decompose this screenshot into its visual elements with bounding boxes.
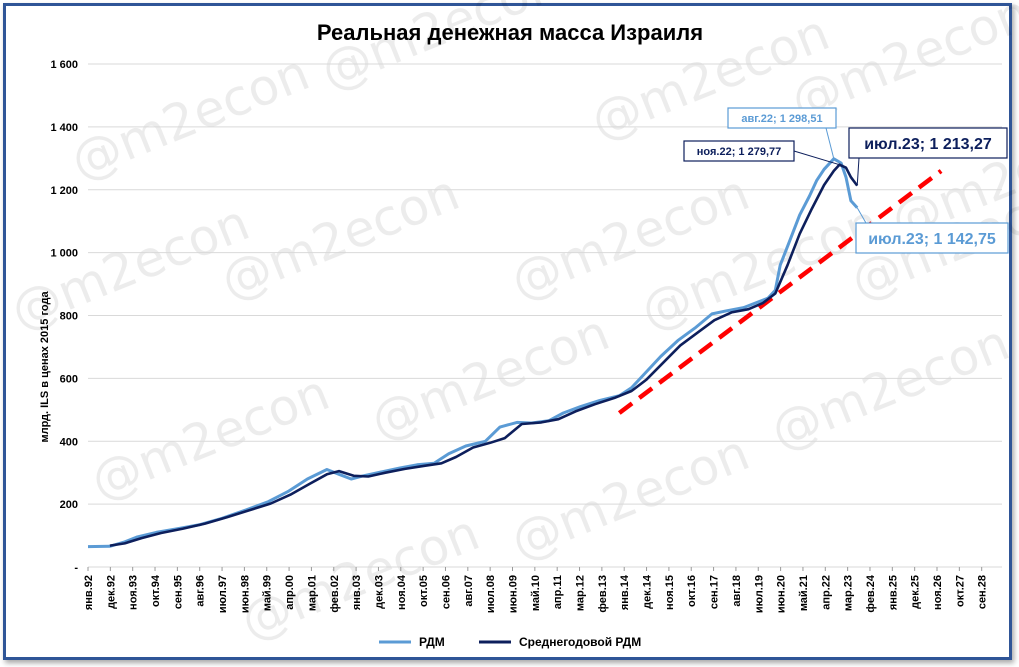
x-tick-label: июн.20 <box>776 575 788 613</box>
y-tick-label: - <box>74 562 78 574</box>
annotation-leader <box>825 127 835 159</box>
annotation-box <box>848 127 1008 159</box>
annotation-label: авг.22; 1 298,51 <box>741 113 822 125</box>
x-tick-label: фев.24 <box>865 574 877 613</box>
legend-label: РДМ <box>419 635 445 649</box>
x-tick-label: апр.11 <box>552 575 564 609</box>
x-tick-label: дек.25 <box>910 575 922 609</box>
annotations: авг.22; 1 298,51 ноя.22; 1 279,77 июл.23; … <box>683 107 1009 254</box>
x-tick-label: июл.08 <box>485 575 497 613</box>
x-tick-label: июл.19 <box>753 575 765 613</box>
x-tick-label: июн.09 <box>508 575 520 613</box>
x-tick-label: янв.25 <box>887 575 899 610</box>
x-tick-label: май.21 <box>798 575 810 611</box>
annotation-label: ноя.22; 1 279,77 <box>697 146 781 158</box>
x-tick-label: янв.92 <box>83 575 95 610</box>
x-tick-label: янв.03 <box>351 575 363 610</box>
x-tick-label: сен.17 <box>709 575 721 609</box>
annotation-label: июл.23; 1 142,75 <box>868 231 996 248</box>
x-axis: янв.92 дек.92 ноя.93 окт.94 сен.95 авг.96 июл.… <box>83 567 989 613</box>
watermark-text: @m2econ <box>503 423 758 571</box>
x-tick-label: окт.05 <box>418 575 430 607</box>
x-tick-label: авг.07 <box>463 575 475 607</box>
x-tick-label: июл.97 <box>217 575 229 613</box>
x-tick-label: сен.06 <box>440 575 452 609</box>
x-tick-label: ноя.26 <box>932 575 944 610</box>
x-tick-label: май.10 <box>530 575 542 611</box>
x-tick-label: дек.14 <box>642 574 654 609</box>
x-tick-label: окт.94 <box>150 574 162 607</box>
x-tick-label: фев.02 <box>329 575 341 613</box>
x-tick-label: янв.14 <box>619 574 631 610</box>
chart-frame <box>3 3 1012 660</box>
annotation-leader <box>793 150 840 166</box>
y-tick-label: 1 000 <box>50 248 78 260</box>
x-tick-label: ноя.04 <box>396 574 408 610</box>
watermark-text: @m2econ <box>63 43 318 191</box>
x-tick-label: дек.92 <box>105 575 117 609</box>
series-line-1 <box>109 163 859 547</box>
series-group <box>87 157 943 549</box>
x-tick-label: май.99 <box>262 575 274 611</box>
x-tick-label: ноя.15 <box>664 575 676 610</box>
series-line-2 <box>617 169 943 415</box>
y-tick-label: 1 600 <box>50 59 78 71</box>
x-tick-label: мар.12 <box>575 575 587 611</box>
annotation-leader <box>856 157 860 186</box>
annotation-box <box>683 140 795 162</box>
y-tick-label: 1 400 <box>50 122 78 134</box>
y-tick-label: 600 <box>60 373 78 385</box>
y-tick-label: 800 <box>60 311 78 323</box>
annotation-leader <box>856 207 867 224</box>
x-tick-label: сен.28 <box>977 575 989 609</box>
y-tick-label: 200 <box>60 499 78 511</box>
x-tick-label: авг.18 <box>731 575 743 607</box>
annotation-label: июл.23; 1 213,27 <box>864 136 992 153</box>
y-tick-label: 400 <box>60 436 78 448</box>
watermark-text: @m2econ <box>313 0 568 101</box>
x-tick-label: ноя.93 <box>128 575 140 610</box>
legend-label: Среднегодовой РДМ <box>519 635 641 649</box>
x-tick-label: мар.23 <box>843 575 855 611</box>
legend: РДМ Среднегодовой РДМ <box>379 635 641 649</box>
x-tick-label: окт.16 <box>686 575 698 607</box>
x-tick-label: сен.95 <box>172 575 184 609</box>
x-tick-label: фев.13 <box>597 575 609 613</box>
y-axis-label: млрд. ILS в ценах 2015 года <box>39 291 51 443</box>
watermarks: @m2econ@m2econ@m2econ@m2econ@m2econ @m2ec… <box>3 0 1019 651</box>
x-tick-label: авг.96 <box>195 575 207 607</box>
watermark-text: @m2econ <box>763 313 1018 461</box>
x-tick-label: апр.00 <box>284 575 296 610</box>
x-tick-label: окт.27 <box>954 575 966 607</box>
watermark-text: @m2econ <box>363 303 618 451</box>
y-tick-label: 1 200 <box>50 185 78 197</box>
annotation-box <box>727 107 837 129</box>
x-tick-label: мар.01 <box>306 575 318 611</box>
y-axis: - 200 400 600 800 1 000 1 200 1 400 1 600 <box>50 59 78 574</box>
annotation-box <box>855 222 1009 254</box>
chart-title: Реальная денежная масса Израиля <box>317 20 703 45</box>
x-tick-label: дек.03 <box>373 575 385 609</box>
x-tick-label: июн.98 <box>239 575 251 613</box>
x-tick-label: апр.22 <box>820 575 832 610</box>
